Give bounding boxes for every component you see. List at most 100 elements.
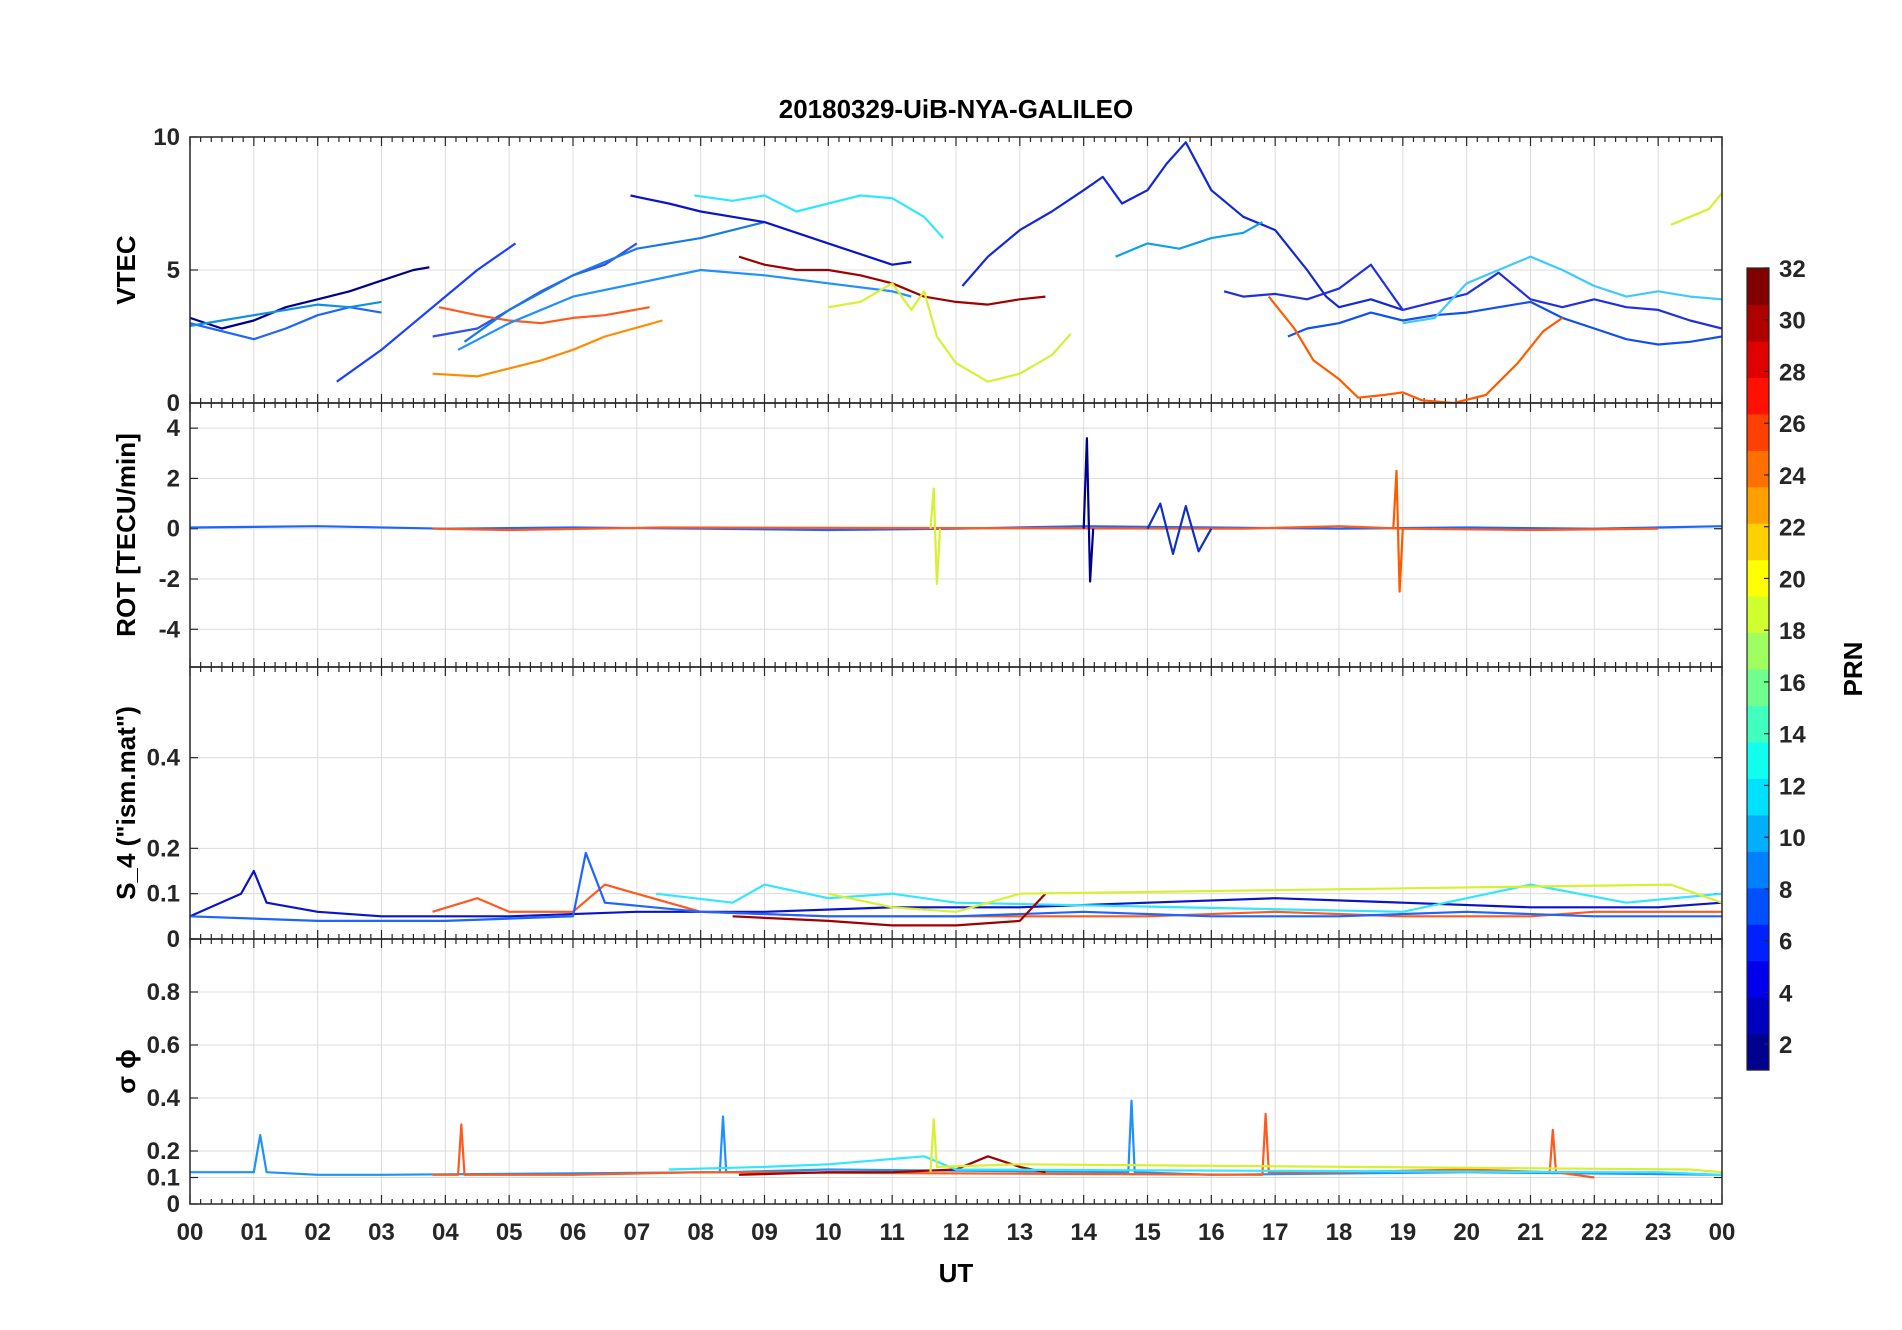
y-tick-label: 0.2 [147,1138,180,1165]
colorbar-segment [1747,596,1769,634]
series-group [190,1099,1722,1179]
x-tick-label: 22 [1581,1219,1608,1246]
y-tick-label: -4 [159,616,181,643]
colorbar-tick-label: 22 [1779,515,1806,542]
series-group [190,437,1722,593]
x-tick-label: 10 [815,1219,842,1246]
series-line-s4-3 [655,883,1722,913]
panel-vtec: 0 5 10 VTEC [111,124,1723,417]
colorbar-segment [1747,413,1769,451]
x-tick-label: 12 [943,1219,970,1246]
series-line-rot-4 [1392,469,1404,593]
y-tick-label: 0.4 [147,1085,181,1112]
x-tick-label: 14 [1070,1219,1097,1246]
colorbar-segment [1747,887,1769,925]
series-line-rot-3 [929,487,942,586]
colorbar-frame [1746,267,1770,1071]
series-line-vtec-0 [190,266,430,330]
colorbar-segment [1747,778,1769,816]
colorbar-segment [1747,450,1769,488]
colorbar-tick-label: 2 [1779,1032,1792,1059]
x-tick-label: 19 [1389,1219,1416,1246]
series-line-vtec-1 [190,306,382,341]
x-tick-label: 00 [1709,1219,1736,1246]
x-tick-label: 05 [496,1219,523,1246]
colorbar-label: PRN [1838,642,1868,697]
panel-rot: -4 -2 0 2 4 ROT [TECU/min] [111,402,1723,668]
colorbar-segment [1747,340,1769,378]
x-tick-label: 07 [623,1219,650,1246]
x-tick-label: 11 [879,1219,904,1246]
y-tick-label: 0.1 [147,881,180,908]
colorbar-tick-label: 30 [1779,308,1806,335]
y-tick-label: 0.4 [147,745,181,772]
x-axis-ticks: 00 01 02 03 04 05 06 07 08 09 10 11 12 13 14 15 16 17 18 19… [177,1219,1736,1246]
colorbar-segment [1747,1033,1769,1071]
x-tick-label: 16 [1198,1219,1225,1246]
colorbar-tick-label: 14 [1779,722,1806,749]
series-group [190,851,1722,927]
series-line-vtec-5 [438,306,650,325]
colorbar-tick-label: 16 [1779,670,1806,697]
series-line-rot-2 [1082,437,1095,583]
colorbar-tick-label: 28 [1779,359,1806,386]
colorbar-tick-label: 26 [1779,411,1806,438]
colorbar-segment [1747,741,1769,779]
series-line-sigma-phi-3 [668,1155,1722,1176]
y-tick-label: 0 [167,516,180,543]
series-line-vtec-6 [432,319,663,378]
colorbar-tick-label: 18 [1779,618,1806,645]
colorbar-segment [1747,486,1769,524]
series-line-vtec-19 [1670,192,1722,226]
y-tick-label: -2 [159,566,180,593]
series-line-rot-1 [432,525,1659,532]
colorbar-segment [1747,669,1769,707]
panel-s4: 0 0.1 0.2 0.4S_4 ("ism.mat") [111,666,1723,953]
series-line-vtec-12 [828,282,1072,383]
y-axis-label-rot: ROT [TECU/min] [111,433,141,637]
colorbar-tick-label: 6 [1779,929,1792,956]
colorbar-tick-label: 32 [1779,256,1806,283]
y-tick-label: 0.6 [147,1032,180,1059]
colorbar-segment [1747,705,1769,743]
x-tick-label: 21 [1517,1219,1544,1246]
colorbar-segment [1747,523,1769,561]
colorbar-segment [1747,851,1769,889]
x-tick-label: 01 [240,1219,267,1246]
y-axis-label-sigma-phi: σ ϕ [111,1049,141,1094]
y-tick-label: 4 [167,415,181,442]
series-line-vtec-9 [630,194,912,266]
x-tick-label: 13 [1006,1219,1033,1246]
x-tick-label: 18 [1326,1219,1353,1246]
series-line-vtec-13 [961,141,1404,311]
series-line-vtec-16 [1287,300,1722,346]
x-tick-label: 08 [687,1219,714,1246]
series-line-s4-0 [190,869,1722,918]
colorbar-segment [1747,377,1769,415]
y-tick-label: 0.8 [147,979,180,1006]
x-tick-label: 06 [560,1219,587,1246]
y-tick-label: 2 [167,465,180,492]
colorbar-tick-label: 24 [1779,463,1806,490]
series-line-vtec-10 [694,194,945,239]
y-axis-label-s4: S_4 ("ism.mat") [111,706,141,900]
x-tick-label: 00 [177,1219,204,1246]
x-axis-label: UT [939,1258,974,1288]
colorbar-tick-label: 12 [1779,773,1806,800]
series-line-vtec-7 [457,268,912,351]
colorbar-segment [1747,814,1769,852]
y-tick-label: 0 [167,1191,180,1218]
series-line-vtec-2 [190,300,382,327]
colorbar-segment [1747,632,1769,670]
chart-title: 20180329-UiB-NYA-GALILEO [779,94,1134,124]
series-group [190,141,1722,403]
x-tick-label: 04 [432,1219,459,1246]
colorbar-tick-label: 10 [1779,825,1806,852]
panel-sigma-phi: 00.10.2 0.4 0.6 0.8 σ ϕ [111,938,1723,1218]
colorbar-segment [1747,924,1769,962]
series-line-sigma-phi-4 [929,1118,1722,1174]
series-line-s4-5 [828,883,1722,913]
y-tick-label: 0.1 [147,1165,180,1192]
